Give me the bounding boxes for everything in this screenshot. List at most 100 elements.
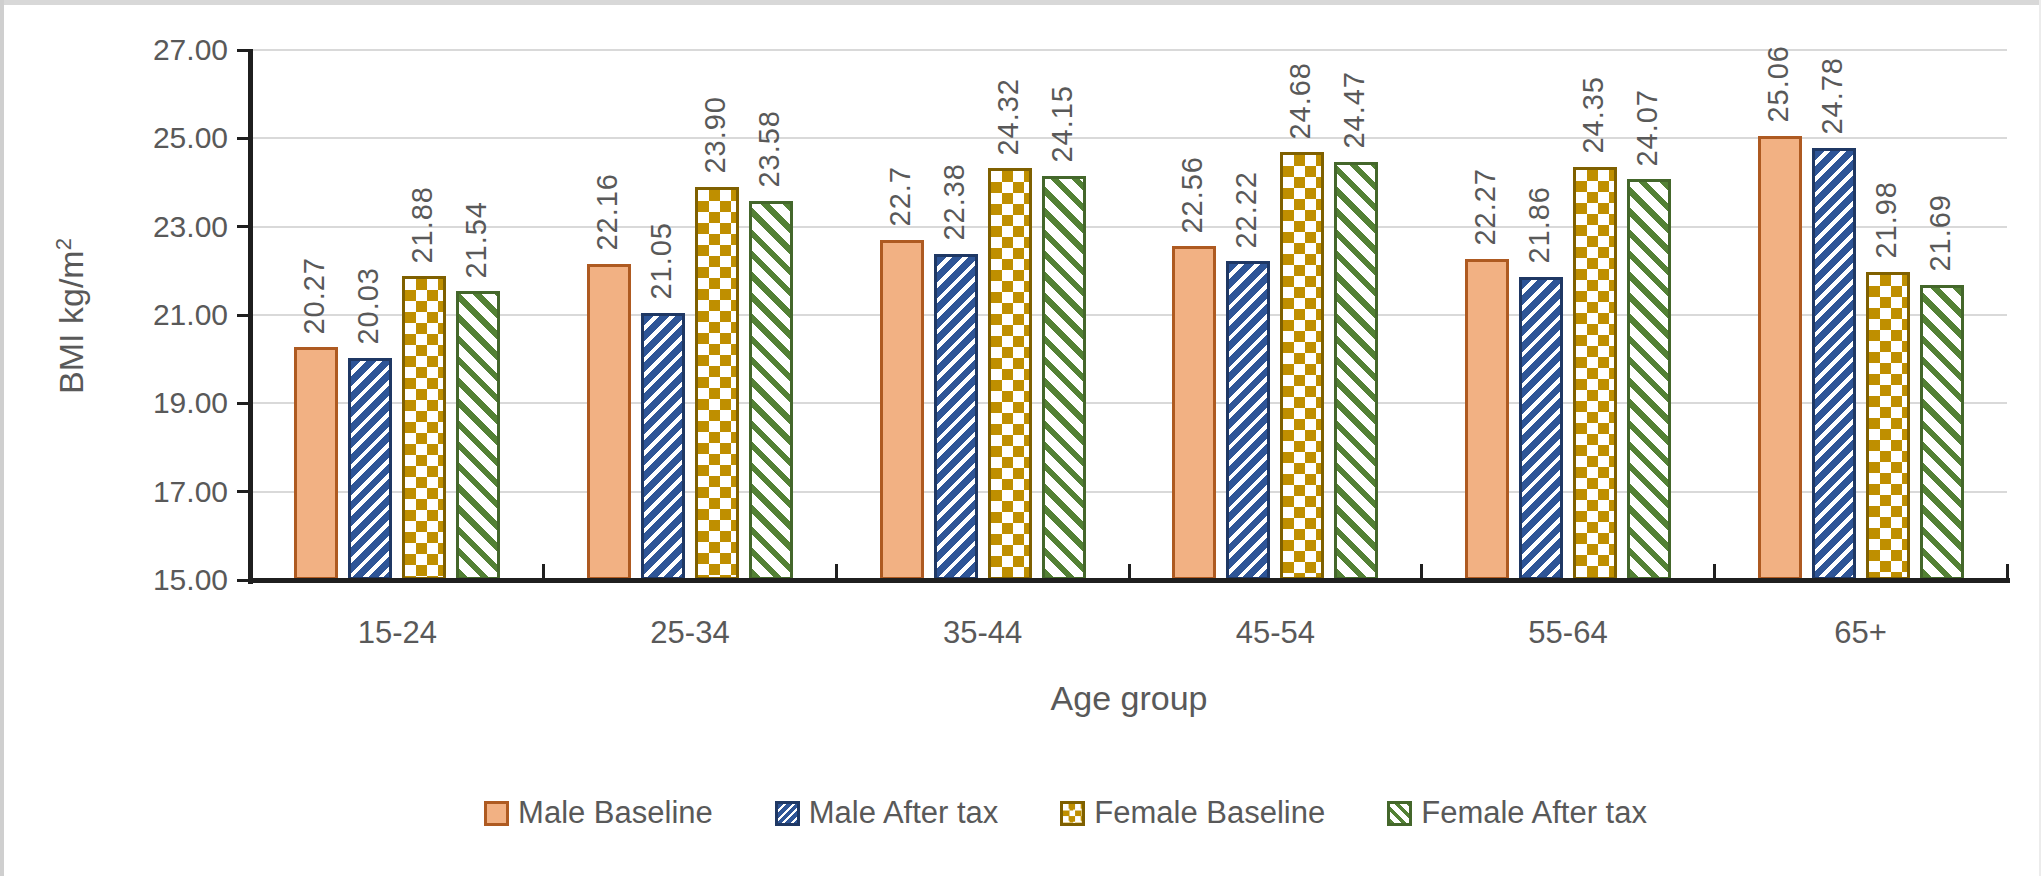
data-label: 21.86 xyxy=(1525,186,1554,264)
data-label: 22.38 xyxy=(940,163,969,241)
data-label: 23.58 xyxy=(755,110,784,188)
data-label: 24.07 xyxy=(1633,89,1662,167)
x-category-label: 25-34 xyxy=(570,617,810,648)
data-label: 25.06 xyxy=(1764,45,1793,123)
x-axis-tick xyxy=(2006,564,2009,578)
data-label: 21.88 xyxy=(408,186,437,264)
y-axis-tick-23.00 xyxy=(237,225,248,228)
legend-label: Male After tax xyxy=(809,795,999,831)
x-category-label: 55-64 xyxy=(1448,617,1688,648)
bar-female-baseline-65+ xyxy=(1866,272,1910,580)
y-axis-tick-25.00 xyxy=(237,137,248,140)
bar-male-baseline-45-54 xyxy=(1172,246,1216,580)
legend-label: Female Baseline xyxy=(1094,795,1325,831)
bar-male-after-tax-15-24 xyxy=(348,358,392,580)
x-axis-tick xyxy=(1713,564,1716,578)
y-tick-label: 25.00 xyxy=(58,123,228,153)
bar-male-after-tax-35-44 xyxy=(934,254,978,580)
data-label: 22.56 xyxy=(1178,156,1207,234)
data-label: 24.78 xyxy=(1818,57,1847,135)
x-axis-line xyxy=(248,578,2010,583)
data-label: 20.27 xyxy=(300,257,329,335)
data-label: 22.27 xyxy=(1471,168,1500,246)
bar-female-baseline-55-64 xyxy=(1573,167,1617,580)
bar-female-after-tax-45-54 xyxy=(1334,162,1378,580)
data-label: 21.05 xyxy=(647,222,676,300)
gridline-21.00 xyxy=(251,314,2007,316)
legend: Male Baseline Male After tax Female Baseli… xyxy=(45,795,2041,831)
bar-male-after-tax-55-64 xyxy=(1519,277,1563,580)
y-axis-tick-15.00 xyxy=(237,579,248,582)
legend-label: Male Baseline xyxy=(518,795,713,831)
bar-male-after-tax-45-54 xyxy=(1226,261,1270,580)
data-label: 24.35 xyxy=(1579,76,1608,154)
bar-female-after-tax-15-24 xyxy=(456,291,500,580)
y-tick-label: 21.00 xyxy=(58,300,228,330)
y-tick-label: 17.00 xyxy=(58,477,228,507)
bar-male-after-tax-65+ xyxy=(1812,148,1856,580)
data-label: 24.15 xyxy=(1048,85,1077,163)
x-category-label: 15-24 xyxy=(277,617,517,648)
gridline-17.00 xyxy=(251,491,2007,493)
legend-swatch-diag-down-icon xyxy=(1387,801,1412,826)
legend-item-male-baseline: Male Baseline xyxy=(484,795,713,831)
chart-screenshot: BMI kg/m2 20.2720.0321.8821.5422.1621.05… xyxy=(0,0,2041,876)
y-axis-tick-21.00 xyxy=(237,314,248,317)
data-label: 20.03 xyxy=(354,267,383,345)
top-edge-border xyxy=(0,0,2041,5)
y-axis-tick-27.00 xyxy=(237,49,248,52)
legend-item-female-baseline: Female Baseline xyxy=(1060,795,1325,831)
y-tick-label: 27.00 xyxy=(58,35,228,65)
left-edge-border xyxy=(0,0,4,876)
data-label: 22.16 xyxy=(593,173,622,251)
bar-male-after-tax-25-34 xyxy=(641,313,685,580)
y-tick-label: 23.00 xyxy=(58,212,228,242)
gridline-19.00 xyxy=(251,402,2007,404)
bar-female-after-tax-25-34 xyxy=(749,201,793,580)
bar-female-after-tax-55-64 xyxy=(1627,179,1671,580)
bar-male-baseline-65+ xyxy=(1758,136,1802,580)
legend-swatch-checker-icon xyxy=(1060,801,1085,826)
x-category-label: 65+ xyxy=(1741,617,1981,648)
y-axis-tick-17.00 xyxy=(237,490,248,493)
gridline-23.00 xyxy=(251,226,2007,228)
bar-female-baseline-15-24 xyxy=(402,276,446,580)
data-label: 21.69 xyxy=(1926,194,1955,272)
legend-label: Female After tax xyxy=(1421,795,1647,831)
legend-item-female-after-tax: Female After tax xyxy=(1387,795,1647,831)
bar-female-after-tax-35-44 xyxy=(1042,176,1086,580)
y-tick-label: 15.00 xyxy=(58,565,228,595)
data-label: 21.54 xyxy=(462,201,491,279)
gridline-25.00 xyxy=(251,137,2007,139)
bar-male-baseline-55-64 xyxy=(1465,259,1509,580)
data-label: 24.68 xyxy=(1286,62,1315,140)
y-axis-tick-19.00 xyxy=(237,402,248,405)
y-tick-label: 19.00 xyxy=(58,388,228,418)
data-label: 24.32 xyxy=(994,78,1023,156)
x-category-label: 35-44 xyxy=(863,617,1103,648)
x-axis-tick xyxy=(1420,564,1423,578)
data-label: 22.22 xyxy=(1232,171,1261,249)
bar-male-baseline-35-44 xyxy=(880,240,924,580)
gridline-27.00 xyxy=(251,49,2007,51)
x-axis-title: Age group xyxy=(251,679,2007,718)
bar-male-baseline-25-34 xyxy=(587,264,631,580)
legend-swatch-solid-icon xyxy=(484,801,509,826)
bar-male-baseline-15-24 xyxy=(294,347,338,580)
data-label: 22.7 xyxy=(886,166,915,226)
legend-item-male-after-tax: Male After tax xyxy=(775,795,999,831)
bar-female-baseline-25-34 xyxy=(695,187,739,580)
data-label: 21.98 xyxy=(1872,181,1901,259)
data-label: 23.90 xyxy=(701,96,730,174)
legend-swatch-diag-up-icon xyxy=(775,801,800,826)
plot-area: 20.27 20.03 21.88 21.54 22.16 21.05 23.90 23.58… xyxy=(251,50,2007,580)
bar-female-after-tax-65+ xyxy=(1920,285,1964,580)
x-axis-tick xyxy=(835,564,838,578)
bar-female-baseline-45-54 xyxy=(1280,152,1324,580)
x-axis-tick xyxy=(542,564,545,578)
x-axis-tick xyxy=(1128,564,1131,578)
data-label: 24.47 xyxy=(1340,71,1369,149)
bar-female-baseline-35-44 xyxy=(988,168,1032,580)
y-axis-line xyxy=(248,49,253,584)
x-category-label: 45-54 xyxy=(1155,617,1395,648)
